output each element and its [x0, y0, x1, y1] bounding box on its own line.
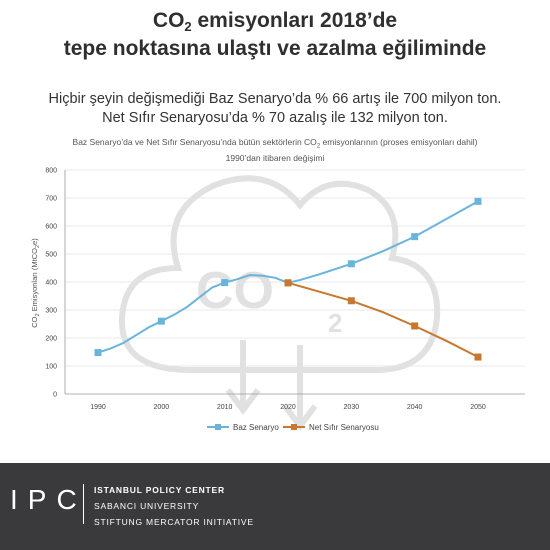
x-tick-label: 2040	[407, 404, 423, 411]
subtitle-line-1: Hiçbir şeyin değişmediği Baz Senaryo’da …	[48, 91, 502, 107]
title-line-1: CO2 emisyonları 2018’de	[152, 9, 398, 34]
y-axis-label: CO2 Emisyonları (MtCO2e)	[30, 238, 41, 328]
subtitle-line-2: Net Sıfır Senaryosu’da % 70 azalış ile 1…	[102, 110, 448, 126]
page-subtitle: Hiçbir şeyin değişmediği Baz Senaryo’da …	[0, 90, 550, 128]
series-point-0	[474, 197, 482, 205]
chart-grid	[64, 169, 525, 395]
series-point-1	[284, 279, 292, 287]
footer	[0, 463, 550, 550]
y-axis-ticks: 0 100 200 300 400 500 600 700 800	[45, 168, 57, 399]
series-point-1	[411, 322, 419, 330]
y-tick-label: 300	[45, 308, 57, 315]
x-tick-label: 1990	[90, 404, 106, 411]
series-point-0	[221, 279, 229, 287]
series-point-0	[94, 349, 102, 357]
chart-title-line-1: Baz Senaryo’da ve Net Sıfır Senaryosu’nd…	[72, 137, 478, 150]
series-point-0	[347, 260, 355, 268]
legend-label-baz: Baz Senaryo	[233, 423, 279, 432]
cloud-co2-icon	[118, 175, 441, 431]
x-tick-label: 2050	[470, 404, 486, 411]
footer-divider	[83, 484, 84, 524]
org-name-line-1: ISTANBUL POLICY CENTER	[94, 485, 225, 495]
x-tick-label: 2020	[280, 404, 296, 411]
y-tick-label: 700	[45, 196, 57, 203]
chart-title-line-2: 1990’dan itibaren değişimi	[225, 152, 325, 163]
x-tick-label: 2010	[217, 404, 233, 411]
legend-label-net-sifir: Net Sıfır Senaryosu	[309, 423, 379, 432]
chart-series	[94, 197, 482, 361]
page-title: CO2 emisyonları 2018’de tepe noktasına u…	[0, 8, 550, 62]
series-point-0	[411, 233, 419, 241]
ipc-logo: IPC	[10, 484, 87, 515]
series-point-1	[474, 353, 482, 361]
title-line-2: tepe noktasına ulaştı ve azalma eğilimin…	[63, 37, 487, 60]
y-tick-label: 200	[45, 336, 57, 343]
x-axis-ticks: 1990 2000 2010 2020 2030 2040 2050	[90, 404, 486, 411]
y-tick-label: 500	[45, 252, 57, 259]
series-point-1	[347, 297, 355, 305]
y-tick-label: 400	[45, 280, 57, 287]
series-line-1	[287, 281, 479, 358]
y-tick-label: 600	[45, 224, 57, 231]
chart-title: Baz Senaryo’da ve Net Sıfır Senaryosu’nd…	[0, 137, 550, 164]
legend-item-net-sifir: Net Sıfır Senaryosu	[283, 423, 379, 432]
x-tick-label: 2000	[154, 404, 170, 411]
org-name-line-3: STIFTUNG MERCATOR INITIATIVE	[94, 517, 254, 527]
svg-text:2: 2	[328, 308, 342, 338]
y-tick-label: 800	[45, 168, 57, 175]
legend-item-baz: Baz Senaryo	[207, 423, 279, 432]
y-tick-label: 0	[53, 392, 57, 399]
series-line-0	[97, 200, 479, 354]
legend: Baz Senaryo Net Sıfır Senaryosu	[207, 423, 379, 432]
org-name-line-2: SABANCI UNIVERSITY	[94, 501, 200, 511]
series-point-0	[157, 317, 165, 325]
legend-marker-baz	[215, 424, 221, 430]
y-tick-label: 100	[45, 364, 57, 371]
legend-marker-net-sifir	[291, 424, 297, 430]
x-tick-label: 2030	[344, 404, 360, 411]
